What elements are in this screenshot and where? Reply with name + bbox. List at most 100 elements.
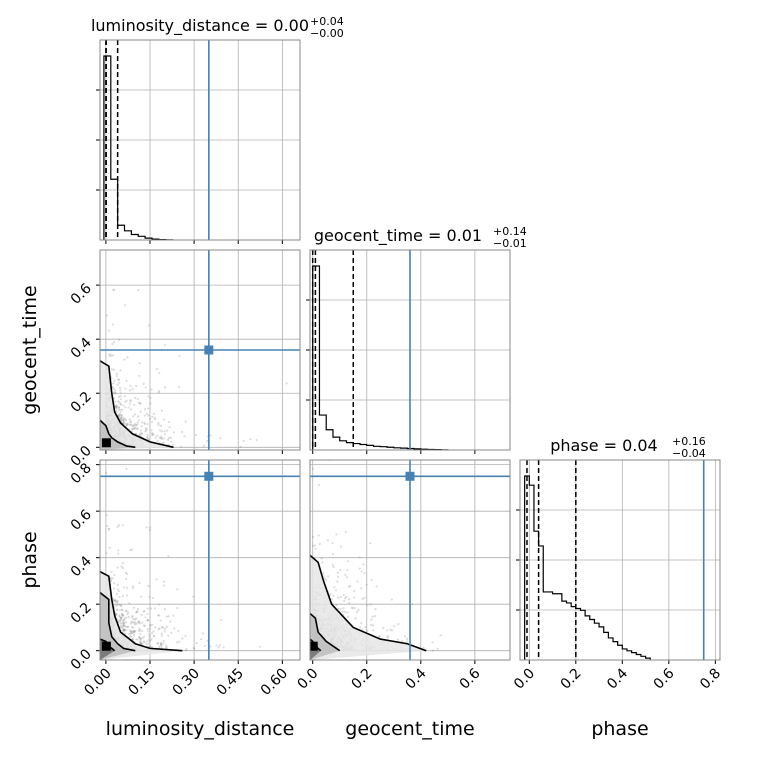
scatter-point xyxy=(123,629,126,632)
scatter-point xyxy=(116,609,119,612)
scatter-point xyxy=(156,642,159,645)
scatter-point xyxy=(318,542,321,545)
scatter-point xyxy=(147,438,150,441)
scatter-point xyxy=(137,621,140,624)
scatter-point xyxy=(156,439,159,442)
scatter-point xyxy=(130,630,133,633)
scatter-point xyxy=(122,629,125,632)
scatter-point xyxy=(157,421,160,425)
scatter-point xyxy=(123,358,126,361)
ylabel-phase: phase xyxy=(19,531,41,588)
scatter-point xyxy=(124,632,127,635)
scatter-point xyxy=(146,619,149,622)
scatter-point xyxy=(122,614,125,617)
scatter-point xyxy=(161,626,165,629)
scatter-point xyxy=(122,628,125,632)
scatter-point xyxy=(151,434,154,437)
y-tick-label: 0.4 xyxy=(68,553,95,580)
scatter-point xyxy=(163,432,167,436)
scatter-point xyxy=(150,429,153,432)
title-minus-phase: −0.04 xyxy=(672,447,706,460)
scatter-point xyxy=(160,437,163,440)
scatter-point xyxy=(169,436,173,439)
scatter-point xyxy=(339,608,342,611)
scatter-point xyxy=(112,368,116,371)
scatter-point xyxy=(132,626,135,629)
scatter-point xyxy=(133,631,136,634)
scatter-point xyxy=(111,342,114,346)
histogram-luminosity-distance xyxy=(103,55,174,240)
scatter-point xyxy=(396,638,400,641)
density-peak xyxy=(101,641,111,651)
scatter-point xyxy=(165,625,168,628)
contour-line-1 xyxy=(100,591,136,652)
scatter-point xyxy=(157,390,161,393)
scatter-point xyxy=(131,638,135,641)
scatter-point xyxy=(359,626,362,629)
scatter-point xyxy=(116,604,119,607)
scatter-point xyxy=(117,408,120,411)
scatter-point xyxy=(163,608,166,611)
scatter-point xyxy=(181,637,184,640)
scatter-point xyxy=(117,414,120,417)
scatter-point xyxy=(139,641,142,644)
scatter-point xyxy=(397,623,400,626)
scatter-point xyxy=(122,418,125,422)
scatter-point xyxy=(153,416,156,419)
scatter-point xyxy=(144,427,147,430)
x-tick-label: 0.4 xyxy=(403,665,430,692)
scatter-point xyxy=(113,392,117,395)
x-tick-label: 0.8 xyxy=(697,666,724,693)
scatter-point xyxy=(130,420,133,423)
scatter-point xyxy=(201,632,205,635)
contour-line-0 xyxy=(310,554,427,652)
scatter-point xyxy=(128,602,131,605)
scatter-point xyxy=(146,640,149,643)
scatter-point xyxy=(113,573,116,577)
scatter-point xyxy=(117,405,121,409)
scatter-point xyxy=(150,420,154,424)
scatter-point xyxy=(114,599,117,602)
scatter-point xyxy=(160,634,163,637)
x-tick-label: 0.2 xyxy=(558,666,585,693)
scatter-point xyxy=(120,624,123,627)
scatter-point xyxy=(112,382,115,385)
scatter-point xyxy=(156,641,160,645)
scatter-point xyxy=(350,606,354,609)
scatter-point xyxy=(122,624,125,627)
panel-frame xyxy=(99,39,301,241)
scatter-point xyxy=(147,630,150,633)
scatter-point xyxy=(121,562,125,565)
scatter-point xyxy=(119,398,122,401)
scatter-point xyxy=(140,421,144,424)
scatter-point xyxy=(374,608,377,611)
scatter-point xyxy=(163,630,166,633)
scatter-point xyxy=(160,409,163,412)
density-peak xyxy=(101,438,111,448)
scatter-point xyxy=(111,386,114,389)
scatter-point xyxy=(139,432,142,435)
scatter-point xyxy=(146,612,149,615)
xlabel-luminosity-distance: luminosity_distance xyxy=(106,718,295,740)
scatter-point xyxy=(122,630,126,633)
x-tick-label: 0.0 xyxy=(511,666,538,693)
scatter-point xyxy=(108,528,111,531)
scatter-point xyxy=(143,624,146,627)
scatter-point xyxy=(144,430,147,433)
scatter-point xyxy=(347,560,350,563)
scatter-point xyxy=(348,598,351,601)
scatter-point xyxy=(362,563,365,566)
scatter-point xyxy=(138,622,142,625)
scatter-point xyxy=(124,406,127,409)
scatter-point xyxy=(125,577,128,580)
scatter-point xyxy=(217,646,220,649)
scatter-point xyxy=(136,421,139,424)
scatter-point xyxy=(122,586,126,589)
scatter-point xyxy=(150,632,154,635)
scatter-point xyxy=(167,436,171,440)
scatter-point xyxy=(135,385,138,388)
scatter-point xyxy=(167,555,170,558)
scatter-point xyxy=(335,603,338,607)
panel-frame xyxy=(99,249,301,451)
scatter-point xyxy=(145,526,148,529)
